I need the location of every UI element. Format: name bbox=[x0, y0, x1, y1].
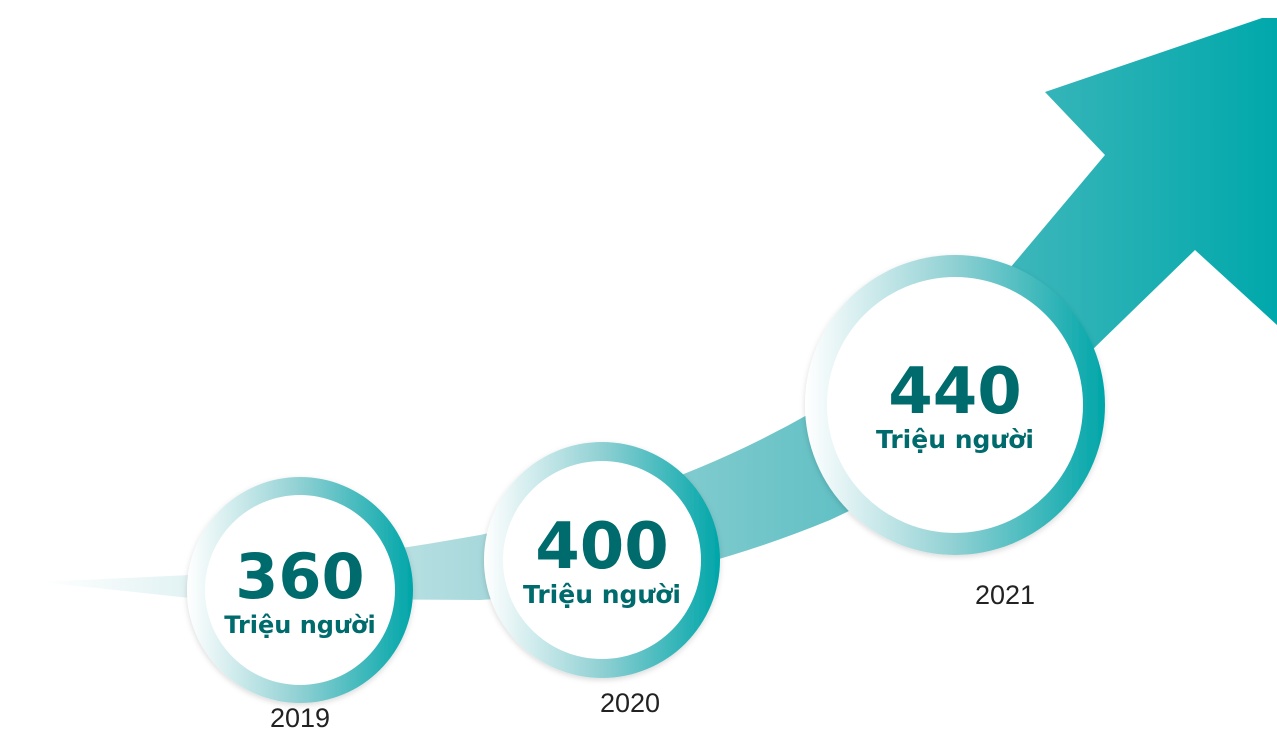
milestone-unit: Triệu người bbox=[876, 425, 1034, 454]
milestone-year: 2021 bbox=[975, 580, 1035, 610]
ring-inner bbox=[503, 461, 701, 659]
milestone-unit: Triệu người bbox=[224, 611, 376, 639]
milestone-value: 440 bbox=[888, 355, 1022, 429]
milestone-unit: Triệu người bbox=[523, 580, 681, 609]
milestone-value: 360 bbox=[235, 540, 364, 613]
ring-inner bbox=[205, 495, 395, 685]
milestone-value: 400 bbox=[535, 510, 669, 584]
ring-inner bbox=[827, 277, 1083, 533]
milestone-year: 2019 bbox=[270, 703, 330, 733]
milestone-year: 2020 bbox=[600, 688, 660, 718]
